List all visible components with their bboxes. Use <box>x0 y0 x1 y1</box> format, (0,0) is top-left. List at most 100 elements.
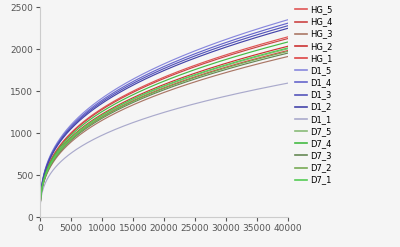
HG_1 <box>281 50 286 53</box>
HG_1 <box>81 128 86 131</box>
D7_1 <box>286 46 290 49</box>
D7_1 <box>281 48 286 51</box>
HG_4 <box>281 38 286 41</box>
Line: D1_4: D1_4 <box>40 23 288 213</box>
HG_5 <box>281 37 286 40</box>
HG_3 <box>66 143 71 146</box>
Line: D1_3: D1_3 <box>40 26 288 213</box>
D1_1 <box>66 154 71 157</box>
D7_3 <box>38 212 42 215</box>
HG_2 <box>286 45 290 48</box>
D1_3 <box>133 81 138 84</box>
Line: D7_3: D7_3 <box>40 53 288 214</box>
D1_4 <box>286 22 290 25</box>
HG_3 <box>38 212 42 215</box>
D1_1 <box>38 213 42 216</box>
D7_2 <box>66 141 71 144</box>
D7_5 <box>38 212 42 215</box>
Line: D1_1: D1_1 <box>40 83 288 214</box>
D1_3 <box>38 212 42 215</box>
HG_2 <box>38 212 42 215</box>
D7_3 <box>281 53 286 56</box>
HG_1 <box>133 98 138 101</box>
D1_2 <box>66 130 71 133</box>
D1_5 <box>144 71 148 74</box>
HG_2 <box>81 125 86 128</box>
D1_4 <box>133 79 138 82</box>
D1_5 <box>286 18 290 21</box>
Line: D7_4: D7_4 <box>40 42 288 214</box>
HG_3 <box>281 56 286 59</box>
D7_1 <box>133 97 138 100</box>
HG_1 <box>38 212 42 215</box>
HG_3 <box>254 63 259 66</box>
HG_1 <box>66 140 71 143</box>
Line: D7_5: D7_5 <box>40 49 288 214</box>
D7_1 <box>66 139 71 142</box>
D1_4 <box>144 74 148 77</box>
HG_5 <box>286 35 290 38</box>
D7_2 <box>144 94 148 97</box>
Line: D1_5: D1_5 <box>40 20 288 213</box>
D7_2 <box>81 128 86 131</box>
D1_1 <box>133 120 138 123</box>
D1_2 <box>38 212 42 215</box>
D7_4 <box>38 212 42 215</box>
HG_5 <box>38 212 42 215</box>
HG_1 <box>286 49 290 52</box>
D1_2 <box>133 82 138 85</box>
D1_3 <box>81 115 86 118</box>
D7_3 <box>254 60 259 62</box>
D7_3 <box>144 96 148 99</box>
D1_3 <box>281 26 286 29</box>
HG_4 <box>286 37 290 40</box>
HG_4 <box>66 135 71 138</box>
Line: D1_2: D1_2 <box>40 28 288 213</box>
D1_1 <box>144 117 148 120</box>
HG_5 <box>81 121 86 124</box>
D7_1 <box>144 92 148 95</box>
HG_5 <box>133 89 138 92</box>
HG_4 <box>38 212 42 215</box>
HG_4 <box>81 122 86 124</box>
D7_4 <box>286 41 290 43</box>
D1_3 <box>254 34 259 37</box>
D7_2 <box>286 50 290 53</box>
D1_1 <box>286 82 290 84</box>
D7_2 <box>38 212 42 215</box>
D7_3 <box>133 100 138 103</box>
Line: D7_1: D7_1 <box>40 48 288 214</box>
HG_2 <box>281 46 286 49</box>
Line: HG_3: HG_3 <box>40 57 288 214</box>
D1_1 <box>81 144 86 147</box>
D7_5 <box>281 48 286 51</box>
D1_2 <box>81 116 86 119</box>
D1_3 <box>144 75 148 78</box>
D7_4 <box>144 87 148 90</box>
Line: D7_2: D7_2 <box>40 51 288 214</box>
D7_1 <box>38 212 42 215</box>
D7_3 <box>81 129 86 132</box>
Legend: HG_5, HG_4, HG_3, HG_2, HG_1, D1_5, D1_4, D1_3, D1_2, D1_1, D7_5, D7_4, D7_3, D7: HG_5, HG_4, HG_3, HG_2, HG_1, D1_5, D1_4… <box>295 5 333 185</box>
D1_4 <box>281 23 286 26</box>
HG_5 <box>144 83 148 86</box>
D1_1 <box>254 88 259 91</box>
HG_1 <box>144 94 148 97</box>
D1_5 <box>38 212 42 215</box>
D7_4 <box>133 92 138 95</box>
HG_4 <box>144 85 148 88</box>
HG_2 <box>133 95 138 98</box>
D1_2 <box>286 27 290 30</box>
D1_2 <box>144 77 148 80</box>
HG_2 <box>144 90 148 93</box>
D1_5 <box>66 126 71 129</box>
D1_5 <box>81 112 86 115</box>
Line: HG_2: HG_2 <box>40 46 288 214</box>
D1_3 <box>66 129 71 132</box>
Line: HG_4: HG_4 <box>40 39 288 214</box>
D7_1 <box>254 55 259 58</box>
D7_5 <box>81 127 86 130</box>
D1_2 <box>281 28 286 31</box>
D7_2 <box>133 99 138 102</box>
D7_2 <box>254 58 259 61</box>
